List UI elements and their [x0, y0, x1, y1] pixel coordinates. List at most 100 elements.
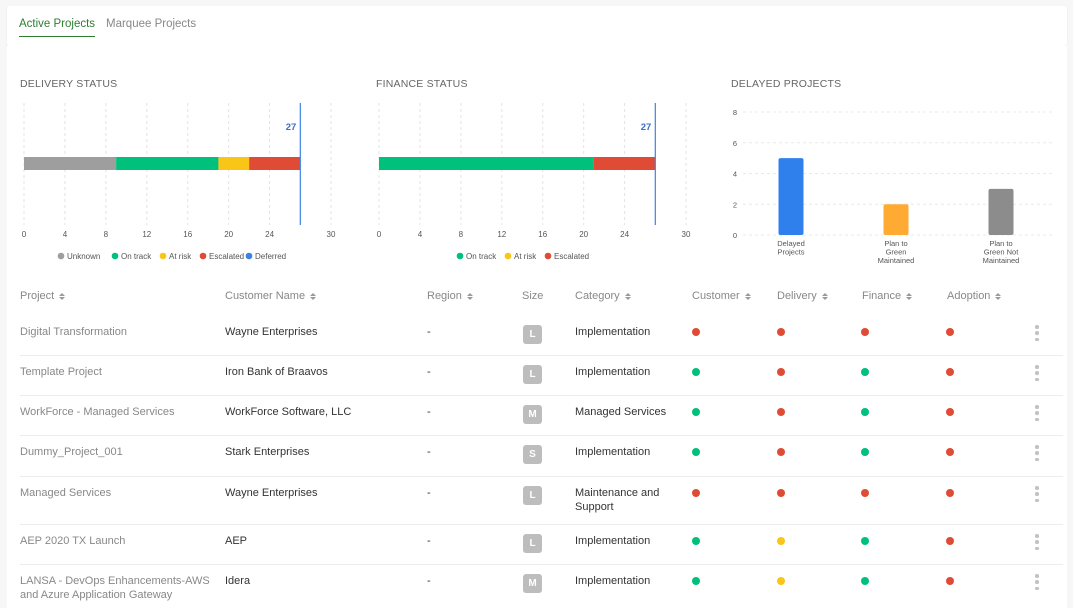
total-marker-label: 27	[641, 122, 652, 133]
row-actions-kebab-icon[interactable]	[1032, 486, 1042, 502]
adoption-status-dot	[946, 368, 954, 376]
legend-label-escalated: Escalated	[554, 252, 589, 261]
customer-status-dot	[692, 448, 700, 456]
column-header-adoption[interactable]: Adoption	[947, 290, 1002, 302]
sort-icon[interactable]	[466, 292, 473, 300]
project-name-link[interactable]: Managed Services	[20, 487, 112, 499]
project-name-link[interactable]: Digital Transformation	[20, 326, 127, 338]
project-name-link[interactable]: LANSA - DevOps Enhancements-AWS and Azure…	[20, 575, 210, 601]
column-header-label: Size	[522, 290, 544, 302]
x-tick-label: 0	[377, 230, 382, 239]
legend-label-on-track: On track	[466, 252, 497, 261]
x-tick-label: 16	[538, 230, 547, 239]
customer-name: Wayne Enterprises	[225, 487, 318, 499]
delivery-status-chart: 0 4 8 12 16 20 24 30 27 Unknown On track At risk Esc…	[22, 103, 336, 261]
x-category-label: Green Not	[984, 248, 1020, 257]
customer-name: Iron Bank of Braavos	[225, 366, 328, 378]
bar-segment-escalated	[249, 157, 301, 170]
sort-icon[interactable]	[744, 292, 751, 300]
legend-dot-unknown	[57, 252, 65, 260]
sort-icon[interactable]	[995, 292, 1002, 300]
delivery-status-dot	[777, 537, 785, 545]
x-tick-label: 16	[183, 230, 192, 239]
legend-dot-at-risk	[159, 252, 167, 260]
table-row[interactable]	[20, 525, 1063, 565]
sort-icon[interactable]	[310, 292, 317, 300]
x-tick-label: 30	[682, 230, 691, 239]
column-header-label: Region	[427, 290, 462, 302]
table-row[interactable]	[20, 477, 1063, 525]
legend-label-at-risk: At risk	[169, 252, 192, 261]
project-name-link[interactable]: Template Project	[20, 366, 102, 378]
region-value: -	[427, 535, 431, 547]
delivery-status-dot	[777, 489, 785, 497]
row-actions-kebab-icon[interactable]	[1032, 534, 1042, 550]
x-category-label: Maintained	[878, 256, 915, 265]
adoption-status-dot	[946, 577, 954, 585]
x-tick-label: 20	[224, 230, 233, 239]
customer-status-dot	[692, 577, 700, 585]
row-actions-kebab-icon[interactable]	[1032, 365, 1042, 381]
sort-icon[interactable]	[906, 292, 913, 300]
table-row[interactable]	[20, 356, 1063, 396]
row-actions-kebab-icon[interactable]	[1032, 325, 1042, 341]
table-row[interactable]	[20, 316, 1063, 356]
legend-dot-escalated	[199, 252, 207, 260]
category-value: Managed Services	[575, 406, 667, 418]
sort-icon[interactable]	[59, 292, 66, 300]
column-header-customer-name[interactable]: Customer Name	[225, 290, 317, 302]
category-value: Implementation	[575, 575, 651, 587]
project-name-link[interactable]: Dummy_Project_001	[20, 446, 123, 458]
tab-marquee-projects[interactable]: Marquee Projects	[106, 18, 197, 30]
legend-dot-at-risk	[504, 252, 512, 260]
column-header-project[interactable]: Project	[20, 290, 66, 302]
x-tick-label: 8	[459, 230, 464, 239]
table-row[interactable]	[20, 436, 1063, 477]
sort-icon[interactable]	[821, 292, 828, 300]
column-header-label: Category	[575, 290, 620, 302]
category-value: Implementation	[575, 535, 651, 547]
bar-segment-escalated	[593, 157, 656, 170]
x-tick-label: 4	[63, 230, 68, 239]
column-header-category[interactable]: Category	[575, 290, 631, 302]
bar-segment-on-track	[379, 157, 594, 170]
legend-label-escalated: Escalated	[209, 252, 244, 261]
table-row[interactable]	[20, 396, 1063, 436]
finance-status-dot	[861, 577, 869, 585]
size-badge: S	[523, 445, 542, 464]
row-actions-kebab-icon[interactable]	[1032, 445, 1042, 461]
column-header-region[interactable]: Region	[427, 290, 473, 302]
column-header-delivery[interactable]: Delivery	[777, 290, 828, 302]
finance-status-dot	[861, 328, 869, 336]
sort-icon[interactable]	[624, 292, 631, 300]
customer-name: AEP	[225, 535, 248, 547]
adoption-status-dot	[946, 448, 954, 456]
category-value: Implementation	[575, 446, 651, 458]
tab-active-projects[interactable]: Active Projects	[19, 18, 96, 37]
customer-status-dot	[692, 328, 700, 336]
tab-bar: Active Projects Marquee Projects	[7, 6, 1067, 46]
x-category-label: Projects	[777, 248, 804, 257]
legend-label-deferred: Deferred	[255, 252, 286, 261]
column-header-customer[interactable]: Customer	[692, 290, 751, 302]
delivery-status-title: DELIVERY STATUS	[20, 78, 118, 90]
x-tick-label: 4	[418, 230, 423, 239]
row-actions-kebab-icon[interactable]	[1032, 405, 1042, 421]
bar-1	[778, 158, 804, 235]
column-header-label: Project	[20, 290, 55, 302]
column-header-label: Delivery	[777, 290, 817, 302]
x-tick-label: 24	[620, 230, 629, 239]
legend-dot-on-track	[456, 252, 464, 260]
customer-status-dot	[692, 368, 700, 376]
finance-status-dot	[861, 408, 869, 416]
customer-status-dot	[692, 408, 700, 416]
legend-label-unknown: Unknown	[67, 252, 100, 261]
row-actions-kebab-icon[interactable]	[1032, 574, 1042, 590]
delivery-status-dot	[777, 368, 785, 376]
project-name-link[interactable]: AEP 2020 TX Launch	[20, 535, 126, 547]
column-header-finance[interactable]: Finance	[862, 290, 913, 302]
region-value: -	[427, 446, 431, 458]
project-name-link[interactable]: WorkForce - Managed Services	[20, 406, 175, 418]
delivery-status-dot	[777, 577, 785, 585]
column-header-label: Customer	[692, 290, 740, 302]
